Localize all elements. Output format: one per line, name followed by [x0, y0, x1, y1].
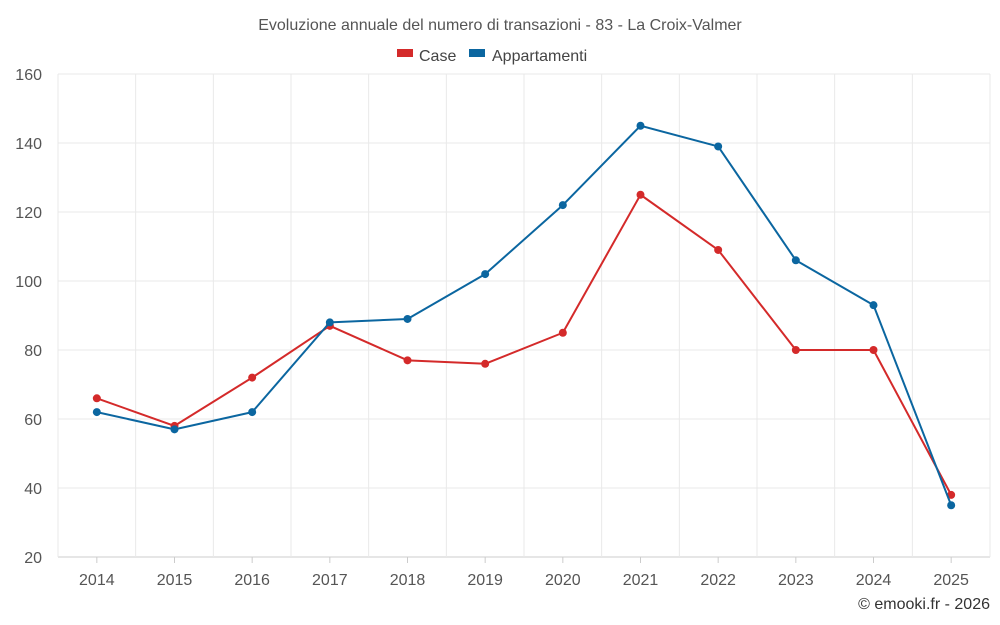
data-point-case[interactable]: [403, 356, 412, 365]
y-tick-label: 120: [15, 205, 42, 222]
data-point-appartamenti[interactable]: [947, 501, 956, 510]
data-point-appartamenti[interactable]: [325, 318, 334, 327]
series-group: [92, 121, 956, 510]
data-point-appartamenti[interactable]: [92, 408, 101, 417]
y-tick-label: 60: [24, 412, 42, 429]
x-tick-label: 2022: [700, 572, 736, 589]
y-tick-label: 100: [15, 274, 42, 291]
data-point-case[interactable]: [869, 346, 878, 354]
x-tick-label: 2020: [545, 572, 581, 589]
series-line-appartamenti: [96, 124, 953, 506]
data-point-case[interactable]: [791, 346, 800, 354]
x-axis: 2014 2015 2016 2017 2018 2019 2020 2021 2022 2023…: [79, 557, 969, 589]
data-point-appartamenti[interactable]: [248, 408, 257, 417]
legend-swatch-appartamenti: [469, 49, 485, 57]
legend: Case Appartamenti: [397, 48, 587, 65]
data-point-appartamenti[interactable]: [558, 201, 567, 210]
series-line-case: [96, 193, 953, 496]
data-point-appartamenti[interactable]: [636, 121, 645, 130]
x-tick-label: 2019: [467, 572, 503, 589]
data-point-case[interactable]: [248, 373, 257, 382]
legend-label-case[interactable]: Case: [419, 48, 456, 65]
y-tick-label: 40: [24, 481, 42, 498]
data-point-case[interactable]: [558, 328, 567, 337]
data-point-appartamenti[interactable]: [714, 142, 723, 151]
data-point-case[interactable]: [947, 490, 956, 499]
x-tick-label: 2024: [856, 572, 892, 589]
data-point-appartamenti[interactable]: [869, 301, 878, 310]
y-axis: 20 40 60 80 100 120 140 160: [15, 67, 42, 567]
y-tick-label: 140: [15, 136, 42, 153]
chart-title: Evoluzione annuale del numero di transaz…: [258, 17, 742, 34]
y-tick-label: 80: [24, 343, 42, 360]
grid: [57, 73, 991, 558]
x-tick-label: 2017: [312, 572, 348, 589]
data-point-case[interactable]: [92, 394, 101, 403]
legend-swatch-case: [397, 49, 413, 57]
x-tick-label: 2023: [778, 572, 814, 589]
x-tick-label: 2025: [933, 572, 969, 589]
data-point-appartamenti[interactable]: [481, 270, 490, 279]
data-point-case[interactable]: [481, 359, 490, 368]
credit: © emooki.fr - 2026: [858, 596, 990, 613]
data-point-appartamenti[interactable]: [170, 425, 179, 434]
data-point-case[interactable]: [714, 245, 723, 254]
y-tick-label: 20: [24, 550, 42, 567]
data-point-appartamenti[interactable]: [791, 256, 800, 265]
data-point-case[interactable]: [636, 190, 645, 199]
y-tick-label: 160: [15, 67, 42, 84]
x-tick-label: 2018: [390, 572, 426, 589]
x-tick-label: 2021: [623, 572, 659, 589]
x-tick-label: 2016: [234, 572, 270, 589]
x-tick-label: 2015: [157, 572, 193, 589]
legend-label-appartamenti[interactable]: Appartamenti: [492, 48, 587, 65]
data-point-appartamenti[interactable]: [403, 314, 412, 323]
x-tick-label: 2014: [79, 572, 115, 589]
